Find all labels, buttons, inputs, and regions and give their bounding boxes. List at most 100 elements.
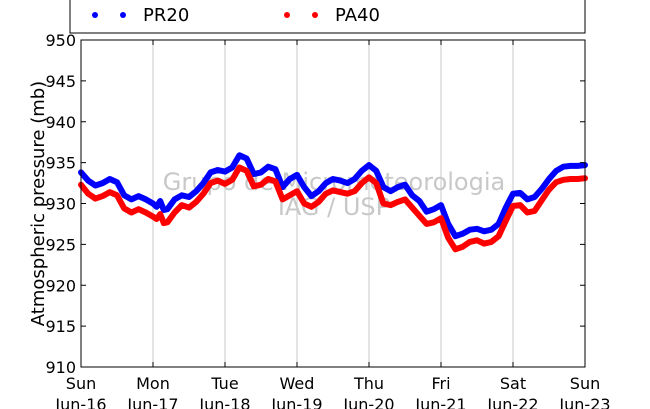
data-point <box>244 168 250 174</box>
data-point <box>294 172 300 178</box>
legend-label-pr20: PR20 <box>143 5 189 26</box>
data-point <box>481 241 487 247</box>
data-point <box>208 169 214 175</box>
data-point <box>121 192 127 198</box>
data-point <box>416 198 422 204</box>
data-point <box>524 210 530 215</box>
data-point <box>154 216 160 222</box>
data-point <box>287 192 293 198</box>
data-point <box>316 199 322 205</box>
data-point <box>128 210 134 215</box>
data-point <box>460 231 466 237</box>
data-point <box>344 180 350 186</box>
y-tick-label: 950 <box>45 31 76 50</box>
x-tick-label-date: Jun-21 <box>414 395 466 409</box>
data-point <box>424 209 430 215</box>
data-point <box>150 214 156 220</box>
data-point <box>251 171 257 177</box>
data-point <box>236 165 242 170</box>
data-point <box>114 179 120 185</box>
data-point <box>301 201 307 206</box>
data-point <box>330 187 336 193</box>
data-point <box>575 176 581 182</box>
data-point <box>438 215 444 221</box>
y-tick-label: 920 <box>45 276 76 295</box>
data-point <box>546 187 552 193</box>
x-tick-label-day: Fri <box>431 374 450 393</box>
data-point <box>172 210 178 215</box>
legend-box <box>69 0 586 34</box>
data-point <box>366 174 372 180</box>
x-tick-label-day: Sun <box>66 374 96 393</box>
data-point <box>416 213 422 219</box>
legend-marker <box>284 12 290 18</box>
data-point <box>553 168 559 174</box>
data-point <box>294 188 300 194</box>
data-point <box>395 199 401 205</box>
x-tick-label-day: Tue <box>210 374 238 393</box>
data-point <box>481 228 487 234</box>
data-point <box>330 176 336 182</box>
data-point <box>409 192 415 198</box>
data-point <box>474 237 480 243</box>
data-point <box>409 205 415 211</box>
data-point <box>352 176 358 182</box>
data-point <box>301 184 307 190</box>
data-point <box>121 205 127 211</box>
legend: PR20 PA40 <box>69 0 586 34</box>
data-point <box>244 156 250 161</box>
data-point <box>215 178 221 184</box>
data-point <box>460 244 466 250</box>
data-point <box>388 202 394 208</box>
data-point <box>193 199 199 205</box>
x-tick-label-date: Jun-17 <box>126 395 178 409</box>
data-point <box>503 205 509 211</box>
data-point <box>172 196 178 202</box>
x-tick-label-day: Sun <box>570 374 600 393</box>
data-point <box>337 178 343 184</box>
data-point <box>200 191 206 197</box>
data-point <box>265 176 271 182</box>
data-point <box>100 193 106 199</box>
y-axis-label: Atmospheric pressure (mb) <box>28 81 49 326</box>
x-tick-label-day: Mon <box>136 374 170 393</box>
data-point <box>467 239 473 245</box>
data-point <box>488 239 494 245</box>
data-point <box>222 181 228 187</box>
data-point <box>452 233 458 239</box>
data-point <box>272 166 278 172</box>
data-point <box>229 177 235 183</box>
data-point <box>488 227 494 233</box>
data-point <box>179 202 185 208</box>
data-point <box>222 169 228 175</box>
data-point <box>359 168 365 174</box>
data-point <box>229 165 235 170</box>
data-point <box>143 210 149 215</box>
data-point <box>107 189 113 195</box>
data-point <box>200 180 206 186</box>
data-point <box>510 203 516 209</box>
legend-marker <box>92 12 98 18</box>
data-point <box>366 162 372 168</box>
data-point <box>258 169 264 175</box>
legend-marker <box>312 12 318 18</box>
data-point <box>258 182 264 188</box>
data-point <box>431 206 437 212</box>
watermark: Grupo de Micrometeorologia IAG / USP <box>163 168 505 221</box>
data-point <box>373 180 379 186</box>
data-point <box>431 219 437 225</box>
data-point <box>323 180 329 186</box>
data-point <box>524 196 530 202</box>
data-point <box>154 204 160 210</box>
data-point <box>388 188 394 194</box>
data-point <box>287 176 293 182</box>
y-tick-label: 930 <box>45 195 76 214</box>
data-point <box>107 176 113 182</box>
data-point <box>143 196 149 202</box>
data-point <box>114 192 120 198</box>
x-tick-label-date: Jun-22 <box>486 395 538 409</box>
x-tick-label-date: Jun-18 <box>198 395 250 409</box>
data-point <box>92 183 98 188</box>
x-axis: Sun Jun-16 Mon Jun-17 Tue Jun-18 Wed Jun-19 Thu J… <box>54 40 611 409</box>
data-point <box>272 178 278 184</box>
